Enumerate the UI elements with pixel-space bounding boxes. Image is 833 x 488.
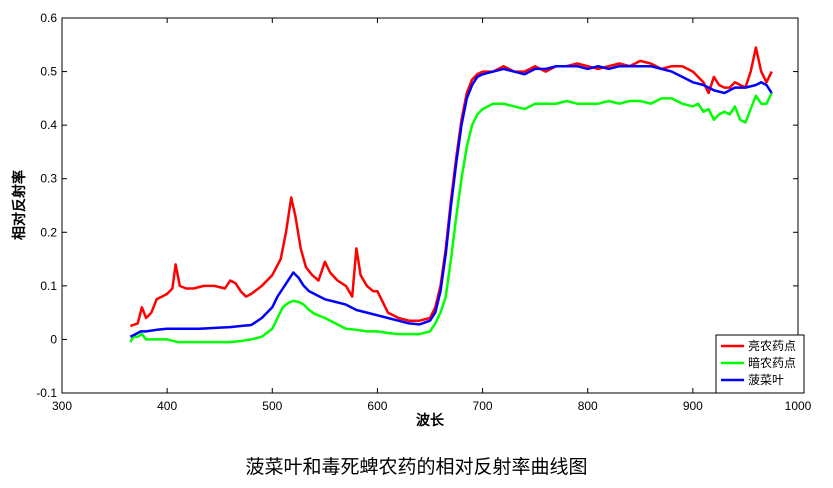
y-tick-label: 0 (50, 332, 57, 346)
series-line-2 (129, 64, 773, 338)
figure-caption: 菠菜叶和毒死蜱农药的相对反射率曲线图 (245, 456, 588, 478)
y-tick-label: 0.3 (40, 172, 57, 186)
y-tick-label: -0.1 (36, 386, 57, 400)
plot-area (61, 17, 799, 394)
x-axis-label: 波长 (416, 412, 445, 429)
legend-label-2: 菠菜叶 (748, 373, 784, 387)
x-tick-label: 600 (367, 399, 387, 413)
y-tick-label: 0.4 (40, 118, 57, 132)
x-tick-label: 900 (683, 399, 703, 413)
y-tick-label: 0.5 (40, 65, 57, 79)
legend-label-0: 亮农药点 (748, 338, 796, 353)
y-tick-label: 0.1 (40, 279, 57, 293)
chart: 300 400 500 600 700 800 900 1000 -0.1 0 0.1 0.2 0.3… (11, 11, 812, 429)
series-lines (129, 46, 773, 344)
y-tick-label: 0.6 (40, 11, 57, 25)
x-tick-label: 1000 (785, 399, 812, 413)
series-line-0 (129, 46, 773, 328)
x-tick-label: 400 (157, 399, 177, 413)
y-tick-label: 0.2 (40, 225, 57, 239)
y-axis-label: 相对反射率 (11, 170, 28, 240)
x-axis-ticks: 300 400 500 600 700 800 900 1000 (52, 18, 812, 413)
legend-label-1: 暗农药点 (748, 355, 796, 370)
x-tick-label: 500 (262, 399, 282, 413)
x-tick-label: 800 (578, 399, 598, 413)
x-tick-label: 700 (473, 399, 493, 413)
y-axis-ticks: -0.1 0 0.1 0.2 0.3 0.4 0.5 0.6 (36, 11, 798, 400)
x-tick-label: 300 (52, 399, 72, 413)
series-line-1 (129, 92, 773, 344)
